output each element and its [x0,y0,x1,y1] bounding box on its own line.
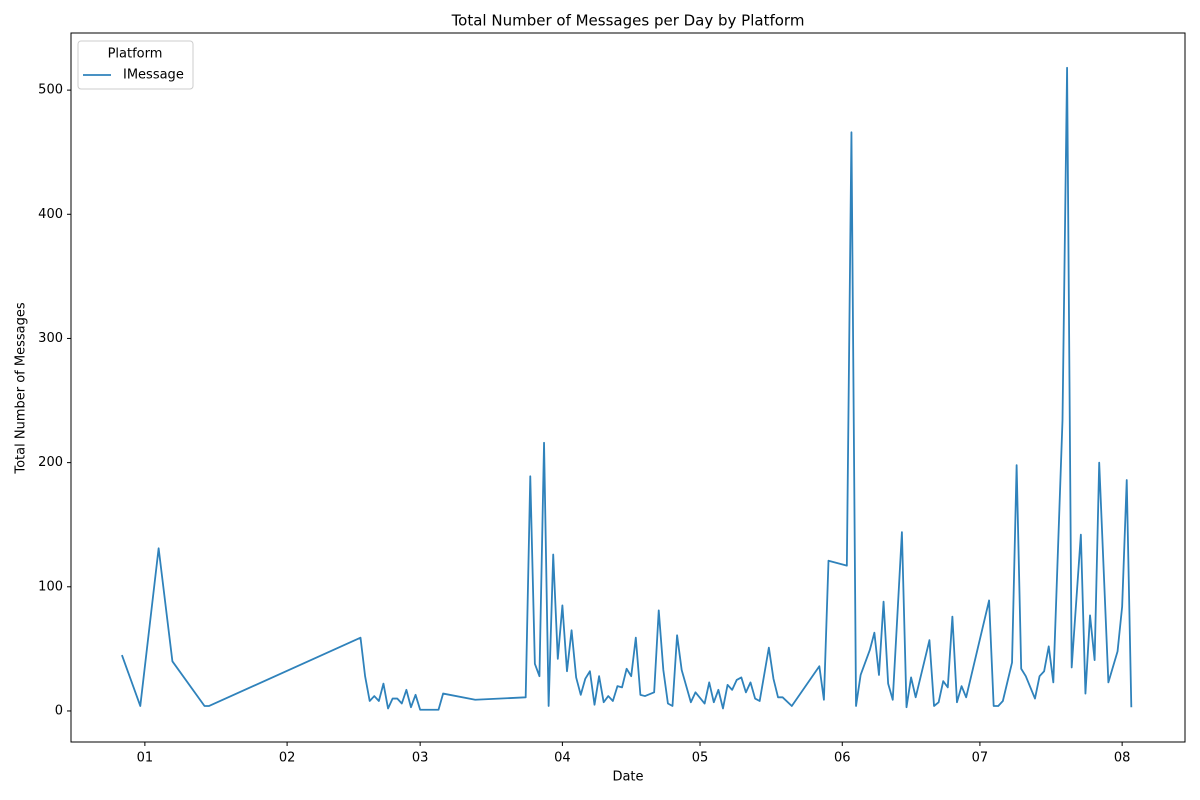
plot-frame [70,32,1186,743]
x-tick-label: 08 [1114,751,1131,766]
data-line [121,66,1133,711]
x-tick-label: 03 [412,751,429,766]
y-axis-label: Total Number of Messages [14,302,29,474]
legend-title: Platform [108,47,163,62]
y-tick-label: 400 [38,207,63,222]
x-axis-label: Date [612,770,643,785]
legend-box [77,40,194,90]
y-tick-label: 100 [38,579,63,594]
legend: Platform IMessage [77,40,194,90]
y-tick-label: 500 [38,83,63,98]
x-tick-label: 05 [692,751,709,766]
x-tick-label: 01 [137,751,154,766]
chart-title: Total Number of Messages per Day by Plat… [451,12,805,30]
x-tick-label: 07 [972,751,989,766]
y-tick-label: 200 [38,455,63,470]
x-tick-label: 04 [554,751,571,766]
y-tick-label: 300 [38,331,63,346]
y-tick-label: 0 [55,703,63,718]
legend-label: IMessage [123,68,184,83]
x-tick-label: 06 [834,751,851,766]
x-tick-label: 02 [279,751,296,766]
